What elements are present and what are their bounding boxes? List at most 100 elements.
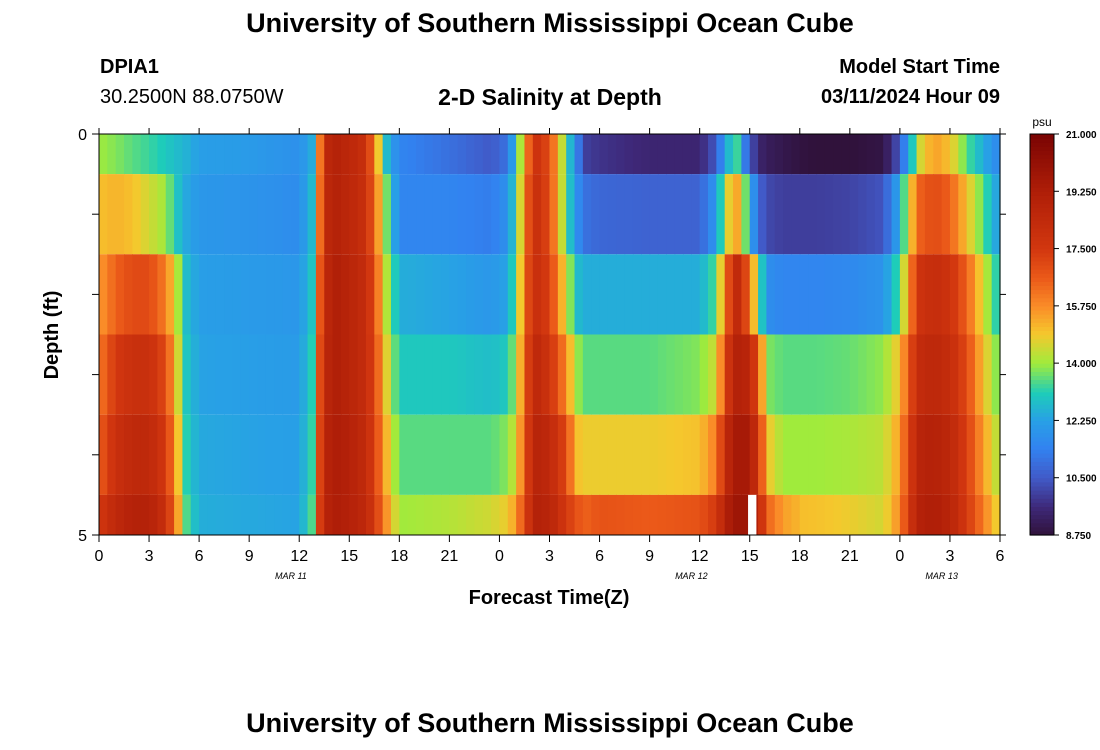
heatmap-cell	[574, 134, 584, 175]
heatmap-cell	[240, 174, 250, 255]
heatmap-cell	[766, 134, 776, 175]
heatmap-cell	[466, 134, 476, 175]
heatmap-cell	[557, 134, 567, 175]
heatmap-cell	[416, 414, 425, 495]
heatmap-cell	[949, 134, 959, 175]
heatmap-cell	[958, 134, 968, 175]
heatmap-cell	[632, 334, 642, 415]
heatmap-cell	[849, 174, 859, 255]
heatmap-cell	[365, 494, 375, 535]
heatmap-cell	[274, 414, 284, 495]
heatmap-cell	[941, 134, 951, 175]
heatmap-cell	[149, 334, 158, 415]
colorbar-segment	[1030, 232, 1054, 237]
heatmap-cell	[849, 414, 859, 495]
heatmap-cell	[516, 254, 526, 335]
heatmap-cell	[332, 254, 342, 335]
heatmap-cell	[516, 494, 526, 535]
heatmap-cell	[557, 174, 567, 255]
heatmap-cell	[249, 414, 259, 495]
heatmap-cell	[149, 134, 158, 175]
colorbar-segment	[1030, 334, 1054, 340]
colorbar-tick-label: 8.750	[1066, 531, 1091, 542]
heatmap-cell	[758, 254, 767, 335]
heatmap-cell	[290, 174, 300, 255]
heatmap-cell	[449, 494, 459, 535]
heatmap-cell	[290, 494, 300, 535]
heatmap-cell	[758, 414, 767, 495]
heatmap-cell	[107, 174, 117, 255]
heatmap-cell	[240, 134, 250, 175]
heatmap-cell	[682, 494, 692, 535]
colorbar-segment	[1030, 318, 1054, 323]
heatmap-cell	[340, 494, 350, 535]
heatmap-cell	[624, 414, 634, 495]
heatmap-cell	[441, 334, 450, 415]
colorbar-segment	[1030, 522, 1054, 528]
heatmap-cell	[332, 174, 342, 255]
colorbar-segment	[1030, 506, 1054, 512]
heatmap-cell	[274, 494, 284, 535]
heatmap-cell	[157, 494, 167, 535]
heatmap-cell	[824, 174, 834, 255]
heatmap-cell	[616, 134, 626, 175]
colorbar-segment	[1030, 203, 1054, 209]
heatmap-cell	[691, 414, 701, 495]
heatmap-cell	[899, 254, 909, 335]
heatmap-cell	[482, 414, 492, 495]
heatmap-cell	[349, 254, 359, 335]
heatmap-cell	[282, 134, 292, 175]
heatmap-cell	[224, 254, 234, 335]
heatmap-cell	[691, 254, 701, 335]
station-coordinates: 30.2500N 88.0750W	[100, 86, 284, 108]
heatmap-cell	[449, 134, 459, 175]
heatmap-cell	[641, 174, 651, 255]
heatmap-cell	[432, 254, 442, 335]
heatmap-cell	[190, 494, 200, 535]
heatmap-cell	[541, 334, 551, 415]
heatmap-cell	[190, 334, 200, 415]
heatmap-cell	[349, 494, 359, 535]
heatmap-cell	[107, 134, 117, 175]
heatmap-cell	[749, 254, 759, 335]
heatmap-cell	[849, 494, 859, 535]
heatmap-cell	[416, 494, 425, 535]
colorbar-segment	[1030, 530, 1054, 536]
colorbar-tick-label: 17.500	[1066, 245, 1097, 256]
x-tick-label: 6	[595, 548, 604, 565]
colorbar-segment	[1030, 195, 1054, 201]
heatmap-cell	[983, 174, 993, 255]
heatmap-cell	[491, 334, 501, 415]
heatmap-cell	[883, 494, 893, 535]
heatmap-cell	[115, 254, 125, 335]
heatmap-cell	[891, 134, 901, 175]
heatmap-cell	[240, 254, 250, 335]
heatmap-cell	[741, 134, 751, 175]
heatmap-cell	[599, 494, 609, 535]
heatmap-cell	[274, 174, 284, 255]
heatmap-cell	[716, 414, 726, 495]
colorbar-segment	[1030, 453, 1054, 458]
heatmap-cell	[124, 414, 133, 495]
heatmap-cell	[390, 334, 400, 415]
heatmap-cell	[282, 174, 292, 255]
heatmap-cell	[899, 414, 909, 495]
heatmap-cell	[624, 334, 634, 415]
colorbar-segment	[1030, 240, 1054, 246]
heatmap-cell	[682, 134, 692, 175]
heatmap-cell	[632, 414, 642, 495]
y-axis-title: Depth (ft)	[41, 291, 63, 380]
heatmap-cell	[449, 174, 459, 255]
colorbar-segment	[1030, 179, 1054, 184]
heatmap-cell	[833, 494, 843, 535]
colorbar-segment	[1030, 350, 1054, 356]
heatmap-cell	[949, 334, 959, 415]
heatmap-cell	[791, 254, 801, 335]
heatmap-cell	[607, 134, 617, 175]
x-tick-label: 6	[195, 548, 204, 565]
colorbar-segment	[1030, 444, 1054, 450]
heatmap-cell	[741, 254, 751, 335]
heatmap-cell	[741, 174, 751, 255]
heatmap-cell	[215, 494, 225, 535]
heatmap-cell	[974, 414, 984, 495]
